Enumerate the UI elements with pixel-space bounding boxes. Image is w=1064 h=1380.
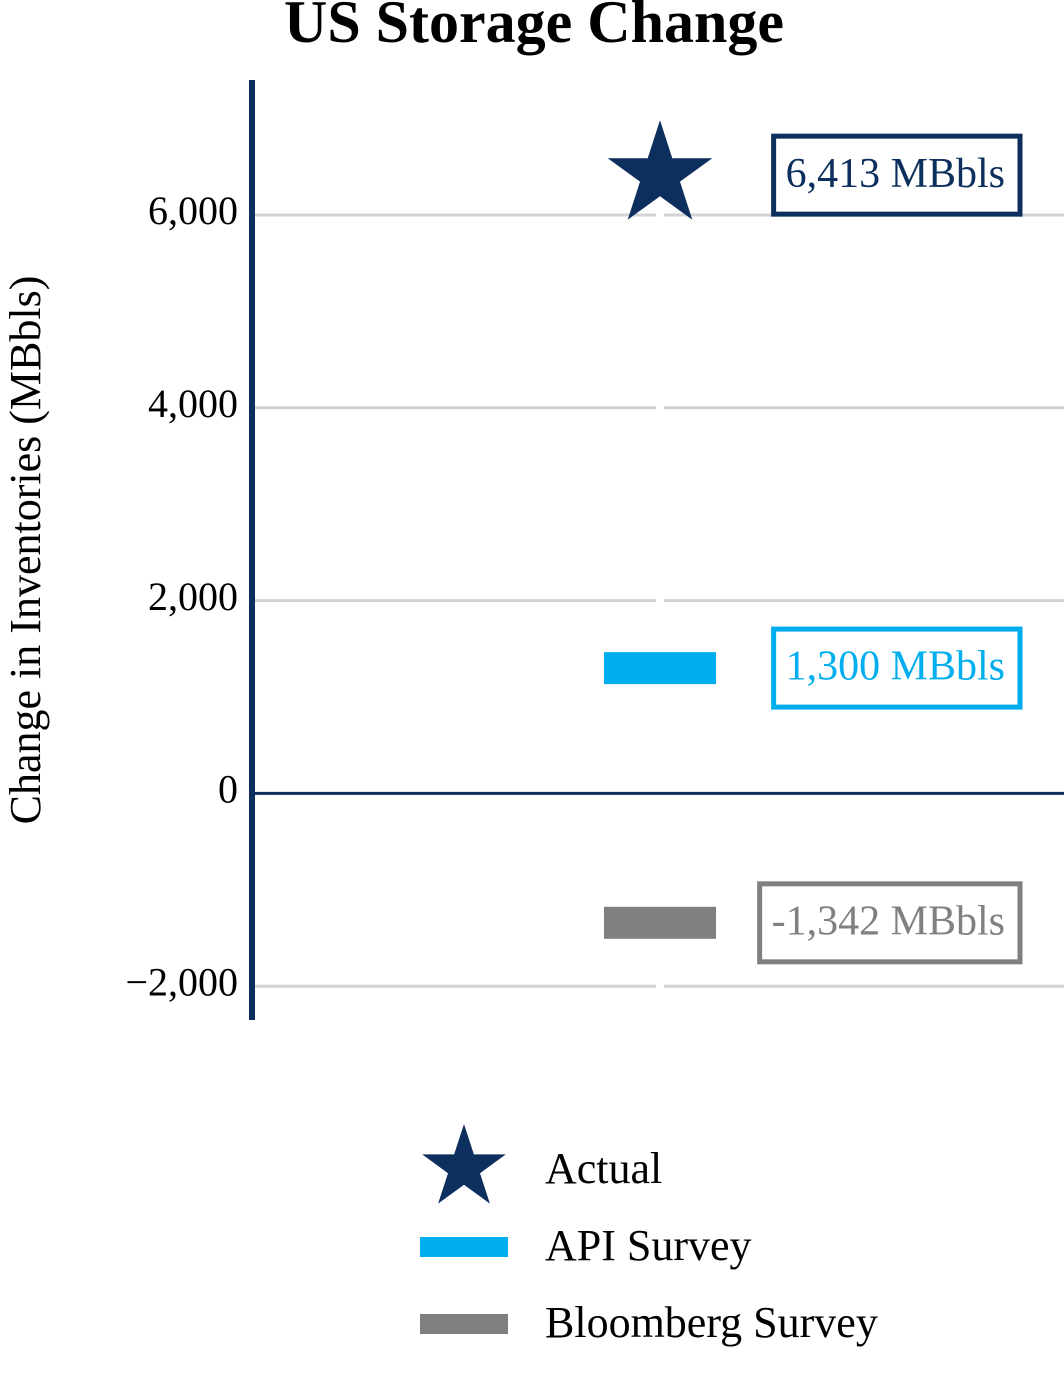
legend-marker <box>420 1237 508 1257</box>
y-axis-label: Change in Inventories (MBbls) <box>1 276 50 825</box>
data-point <box>604 652 716 685</box>
value-label: 6,413 MBbls <box>786 151 1005 197</box>
y-tick-label: 6,000 <box>148 188 238 233</box>
legend-label: API Survey <box>545 1221 752 1270</box>
chart-title: US Storage Change <box>284 0 784 55</box>
value-label-box <box>771 626 1023 710</box>
legend-marker <box>422 1124 506 1204</box>
y-tick-label: −2,000 <box>125 959 238 1004</box>
y-tick-label: 2,000 <box>148 574 238 619</box>
legend-marker <box>420 1314 508 1334</box>
value-label: 1,300 MBbls <box>786 644 1005 690</box>
legend-label: Bloomberg Survey <box>545 1298 878 1347</box>
data-point <box>607 120 713 220</box>
y-tick-label: 4,000 <box>148 381 238 426</box>
data-point <box>604 906 716 939</box>
value-label-box <box>771 133 1023 217</box>
legend-label: Actual <box>545 1144 662 1193</box>
value-label: -1,342 MBbls <box>772 898 1005 944</box>
y-tick-label: 0 <box>218 767 238 812</box>
value-label-box <box>757 881 1023 965</box>
